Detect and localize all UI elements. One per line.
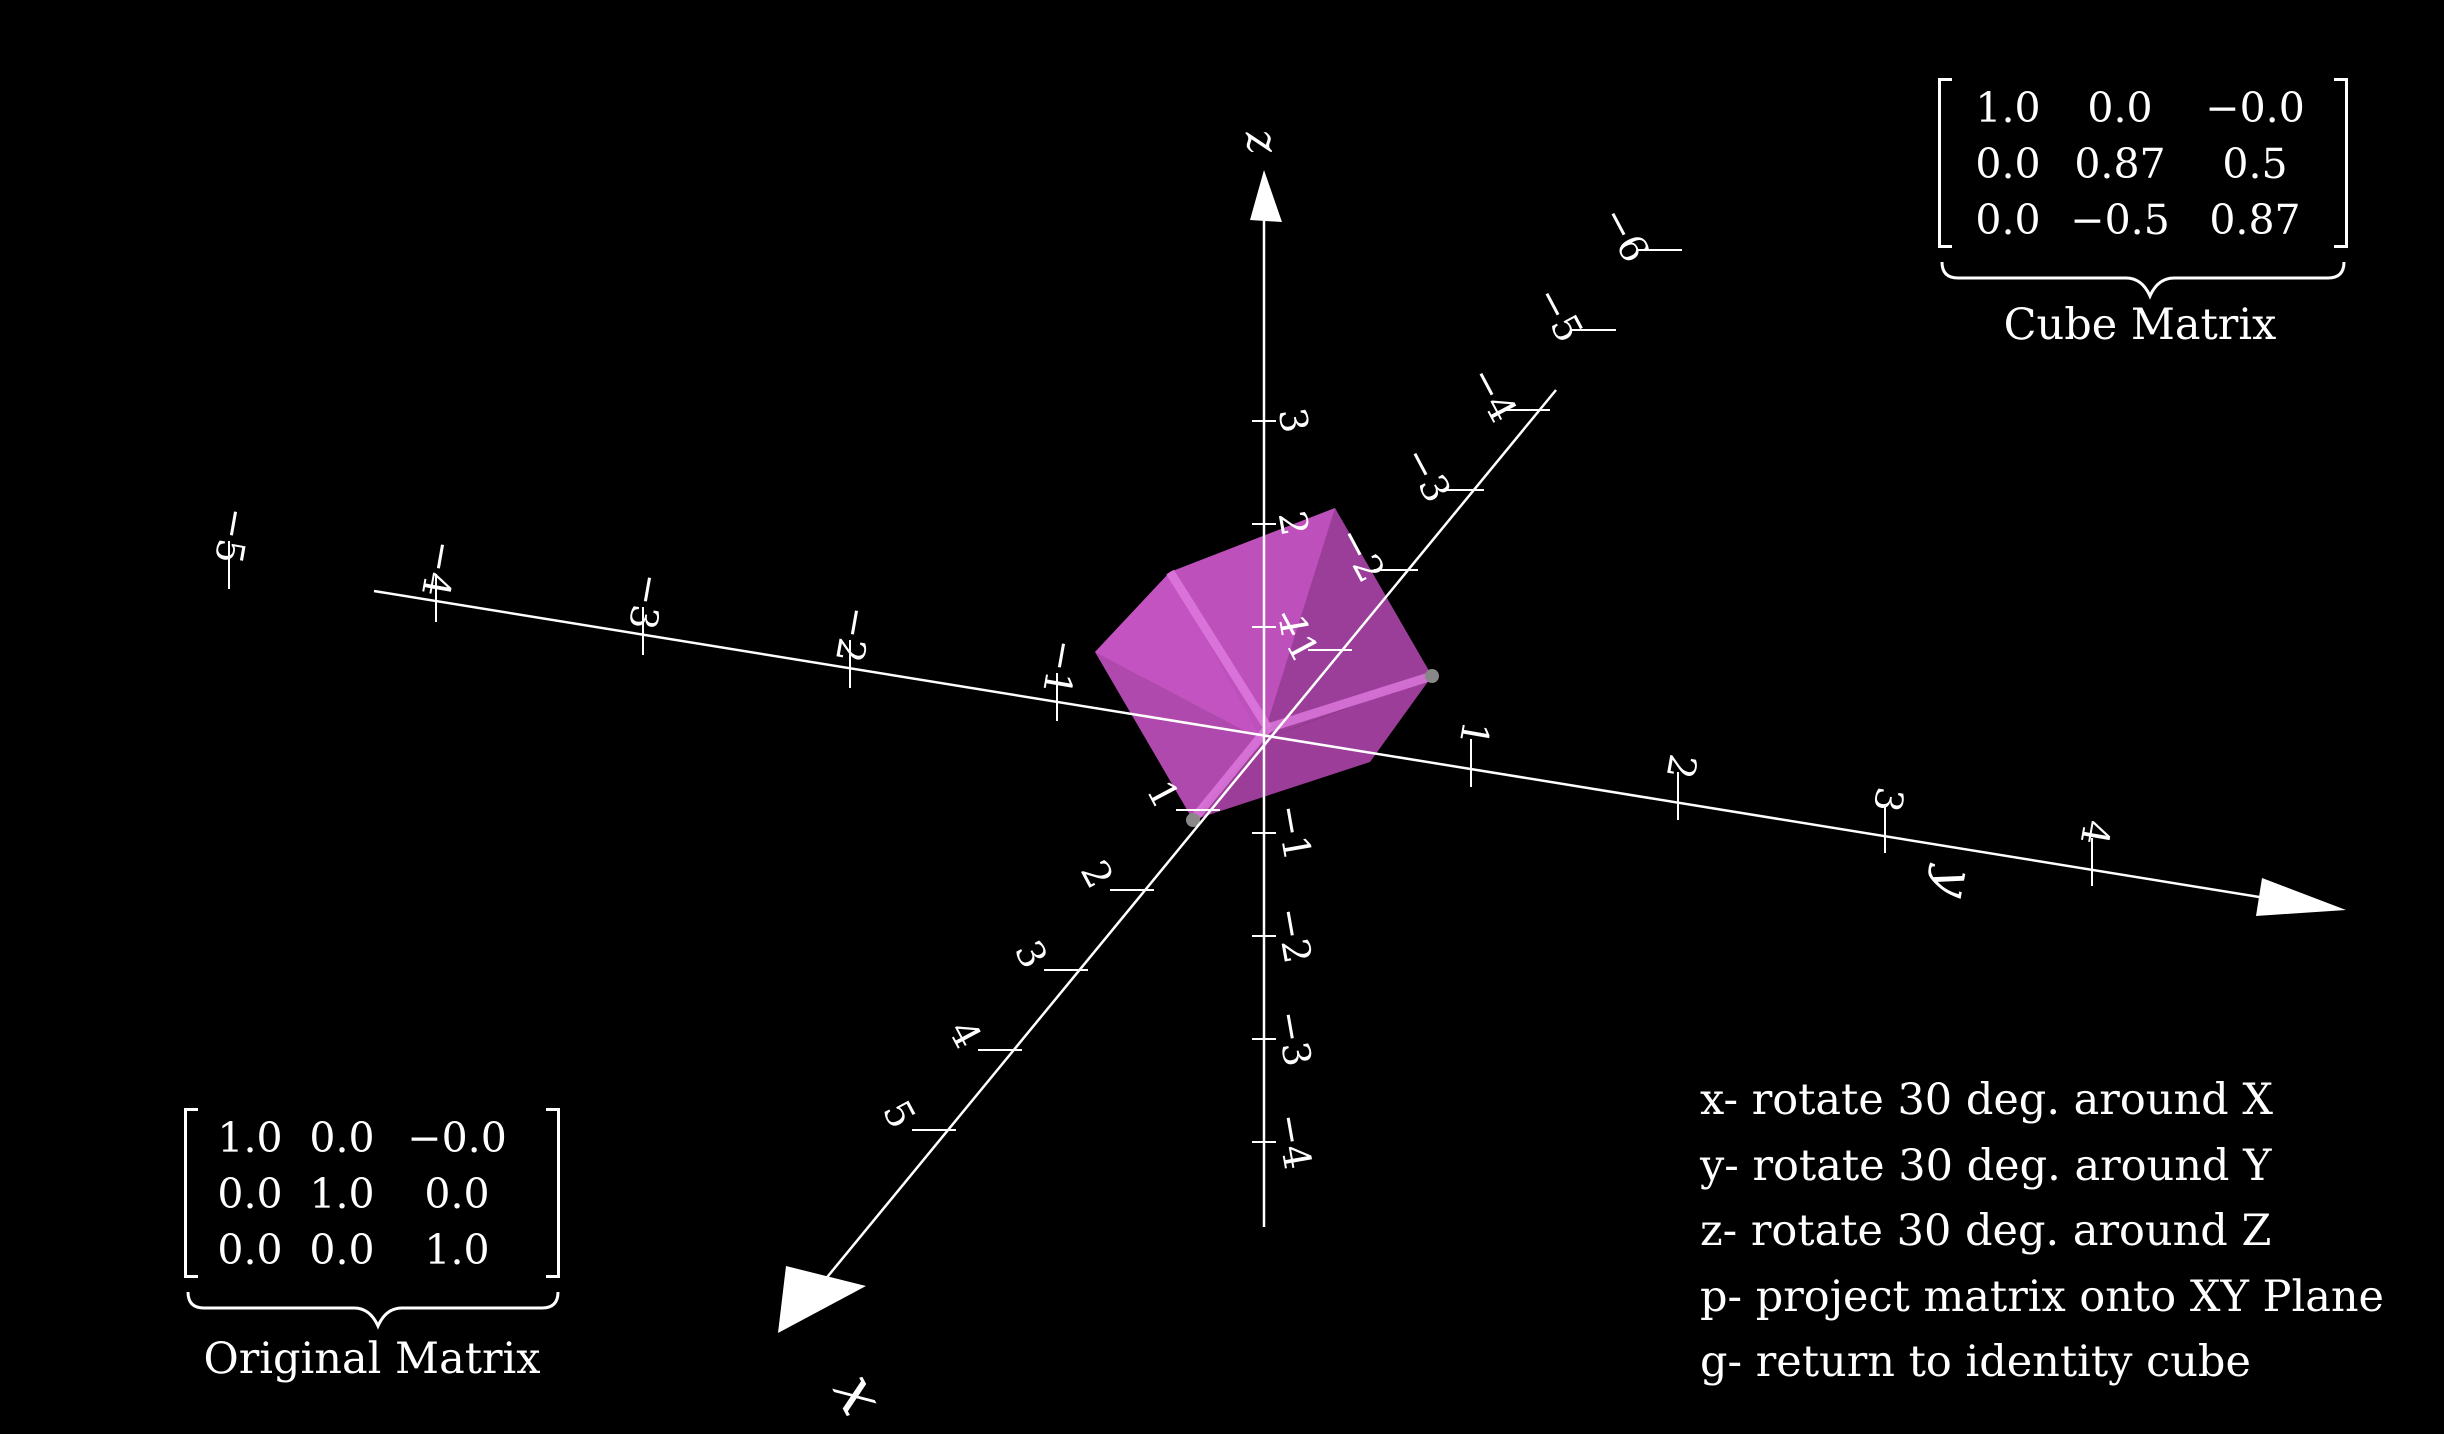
original-matrix-cell: 0.0 bbox=[309, 1226, 375, 1274]
original-matrix-cell: 1.0 bbox=[424, 1226, 490, 1274]
original-matrix-table: 1.0 0.0 −0.0 0.0 1.0 0.0 0.0 0.0 1.0 bbox=[208, 1110, 522, 1278]
original-matrix-cell: 0.0 bbox=[217, 1170, 283, 1218]
cube-matrix-cell: 0.0 bbox=[1975, 140, 2041, 188]
cube-matrix-cell: 1.0 bbox=[1975, 84, 2041, 132]
z-axis-tick-label: −2 bbox=[1267, 904, 1320, 967]
key-bindings-list: x- rotate 30 deg. around X y- rotate 30 … bbox=[1700, 1068, 2384, 1396]
x-axis-tick-label: −5 bbox=[1527, 279, 1592, 349]
y-axis-label: y bbox=[1923, 862, 1986, 903]
original-matrix-brace bbox=[186, 1291, 560, 1330]
original-matrix-cell: 0.0 bbox=[217, 1226, 283, 1274]
y-axis-tick-label: 4 bbox=[2072, 817, 2120, 848]
cube-matrix-cell: 0.0 bbox=[2087, 84, 2153, 132]
cube-edge-y bbox=[1266, 671, 1434, 733]
original-matrix-cell: 1.0 bbox=[217, 1114, 283, 1162]
original-matrix-caption: Original Matrix bbox=[203, 1334, 541, 1384]
y-axis-tick-label: −4 bbox=[413, 537, 466, 600]
z-axis-tick-label: −4 bbox=[1267, 1110, 1320, 1173]
y-axis-arrow-icon bbox=[2256, 878, 2346, 916]
z-axis-tick-label: −1 bbox=[1267, 801, 1320, 864]
cube-matrix-cell: 0.87 bbox=[2209, 196, 2301, 244]
z-axis-arrow-icon bbox=[1250, 170, 1282, 222]
original-matrix-row: 0.0 0.0 1.0 bbox=[208, 1222, 522, 1278]
cube-matrix-row: 1.0 0.0 −0.0 bbox=[1966, 80, 2320, 136]
cube-matrix-left-bracket bbox=[1938, 78, 1952, 248]
cube-matrix-right-bracket bbox=[2334, 78, 2348, 248]
original-matrix: 1.0 0.0 −0.0 0.0 1.0 0.0 0.0 0.0 1.0 bbox=[184, 1108, 560, 1278]
cube-matrix-brace bbox=[1940, 261, 2346, 300]
cube-vertex-y bbox=[1425, 669, 1439, 683]
key-binding-y: y- rotate 30 deg. around Y bbox=[1700, 1140, 2272, 1191]
key-binding-z: z- rotate 30 deg. around Z bbox=[1700, 1206, 2272, 1256]
y-axis-tick-label: 2 bbox=[1658, 751, 1706, 782]
y-axis-tick-label: 1 bbox=[1451, 718, 1499, 749]
x-axis-tick-label: −4 bbox=[1461, 359, 1526, 429]
cube-matrix-caption: Cube Matrix bbox=[2003, 300, 2277, 350]
cube-face-top bbox=[1095, 508, 1335, 740]
y-axis-tick-label: −2 bbox=[827, 603, 880, 666]
z-axis-label: z bbox=[1234, 125, 1289, 158]
y-axis-tick-label: −1 bbox=[1034, 636, 1087, 699]
key-binding-g: g- return to identity cube bbox=[1700, 1337, 2251, 1387]
cube-matrix-row: 0.0 0.87 0.5 bbox=[1966, 136, 2320, 192]
x-axis-tick-label: −6 bbox=[1593, 199, 1658, 269]
original-matrix-cell: 0.0 bbox=[309, 1114, 375, 1162]
original-matrix-cell: 0.0 bbox=[424, 1170, 490, 1218]
cube-matrix: 1.0 0.0 −0.0 0.0 0.87 0.5 0.0 −0.5 0.87 bbox=[1938, 78, 2348, 248]
cube-matrix-cell: 0.87 bbox=[2074, 140, 2166, 188]
cube-edge-x bbox=[1189, 725, 1272, 823]
x-axis-tick-label: −3 bbox=[1395, 439, 1460, 509]
y-axis-line bbox=[373, 589, 2291, 904]
y-axis-tick-label: −5 bbox=[206, 504, 259, 567]
y-axis-tick-label: 3 bbox=[1865, 784, 1913, 815]
cube-face-bottom bbox=[1193, 676, 1432, 820]
z-axis-tick-label: 3 bbox=[1270, 405, 1318, 436]
cube-matrix-cell: 0.0 bbox=[1975, 196, 2041, 244]
cube-matrix-cell: −0.0 bbox=[2205, 84, 2305, 132]
original-matrix-left-bracket bbox=[184, 1108, 198, 1278]
cube-vertex-x bbox=[1186, 813, 1200, 827]
cube-matrix-cell: 0.5 bbox=[2222, 140, 2288, 188]
axis-arrowheads bbox=[778, 170, 2346, 1333]
original-matrix-cell: 1.0 bbox=[309, 1170, 375, 1218]
key-binding-x: x- rotate 30 deg. around X bbox=[1700, 1075, 2273, 1125]
axis-lines bbox=[373, 205, 2291, 1299]
x-axis-line bbox=[809, 389, 1557, 1299]
cube-matrix-row: 0.0 −0.5 0.87 bbox=[1966, 192, 2320, 248]
original-matrix-cell: −0.0 bbox=[407, 1114, 507, 1162]
z-axis-tick-label: −3 bbox=[1267, 1007, 1320, 1070]
original-matrix-right-bracket bbox=[546, 1108, 560, 1278]
y-axis-tick-label: −3 bbox=[620, 570, 673, 633]
cube-edge-z bbox=[1166, 569, 1272, 731]
original-matrix-row: 1.0 0.0 −0.0 bbox=[208, 1110, 522, 1166]
cube-matrix-cell: −0.5 bbox=[2070, 196, 2170, 244]
cube-matrix-table: 1.0 0.0 −0.0 0.0 0.87 0.5 0.0 −0.5 0.87 bbox=[1966, 80, 2320, 248]
key-binding-p: p- project matrix onto XY Plane bbox=[1700, 1271, 2384, 1322]
rotated-cube bbox=[1095, 508, 1439, 827]
x-axis-label: x bbox=[819, 1361, 900, 1426]
original-matrix-row: 0.0 1.0 0.0 bbox=[208, 1166, 522, 1222]
x-axis-arrow-icon bbox=[778, 1266, 866, 1333]
